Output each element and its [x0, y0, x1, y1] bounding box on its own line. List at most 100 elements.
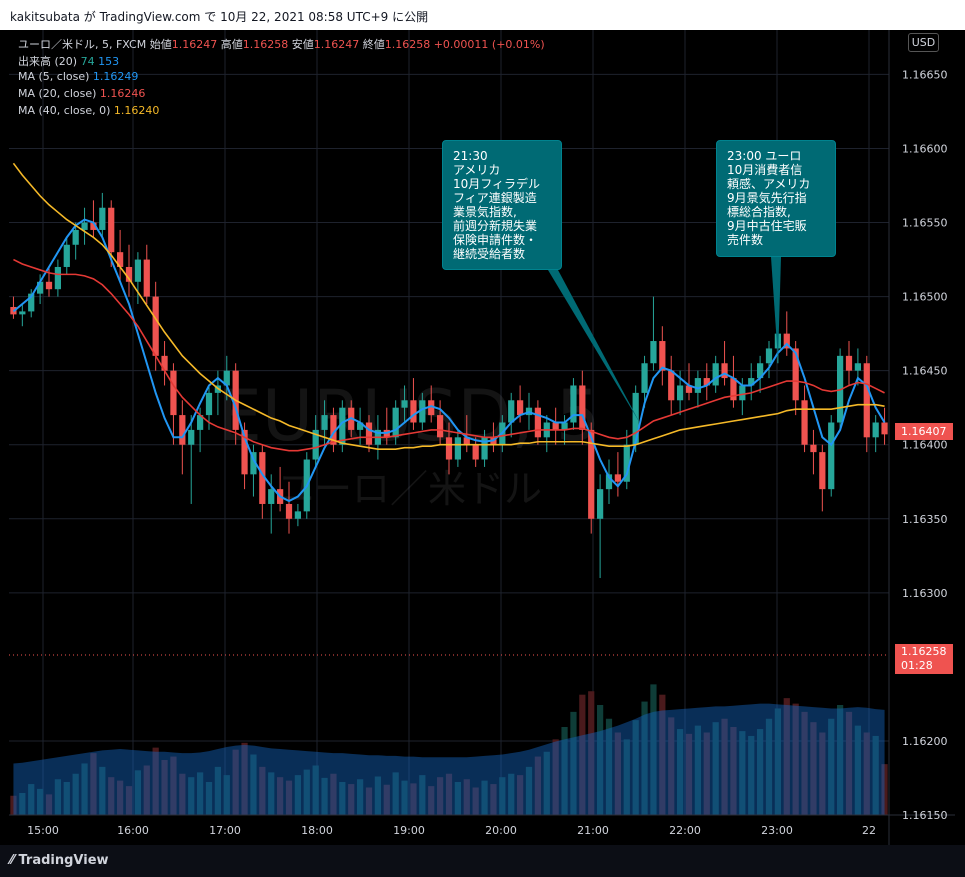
legend-ma20-value: 1.16246: [99, 87, 146, 100]
legend-low-label: 安値: [291, 38, 314, 51]
legend-close-value: 1.16258: [384, 38, 431, 51]
callout-line: 頼感、アメリカ: [727, 177, 811, 191]
volume-bar: [543, 751, 550, 815]
legend-change: +0.00011 (+0.01%): [433, 38, 545, 51]
candle-body: [570, 385, 577, 423]
candle-body: [365, 422, 373, 445]
callout-pointer-2130: [548, 270, 641, 425]
legend-close-label: 終値: [362, 38, 385, 51]
y-tick-label: 1.16450: [902, 365, 948, 378]
volume-bar: [819, 732, 826, 815]
volume-bar: [810, 722, 817, 815]
price-chart[interactable]: EURUSD, 5ユーロ／米ドル1.166501.166001.165501.1…: [9, 30, 955, 845]
x-tick-label: 19:00: [393, 824, 425, 837]
volume-bar: [597, 705, 604, 815]
volume-bar: [765, 718, 773, 815]
candle-body: [828, 422, 835, 490]
candle-body: [339, 407, 346, 445]
tradingview-logo[interactable]: ⁄⁄ TradingView: [10, 853, 109, 868]
legend-volume-label: 出来高 (20): [18, 55, 78, 68]
candle-body: [605, 474, 613, 490]
candle-body: [19, 311, 26, 315]
volume-bar: [463, 779, 470, 815]
volume-bar: [99, 766, 106, 815]
candle-body: [739, 385, 746, 401]
candle-body: [845, 355, 853, 371]
candle-body: [445, 437, 453, 460]
candle-body: [205, 392, 213, 416]
bar-countdown: 01:28: [901, 659, 933, 672]
candle-body: [188, 429, 195, 445]
candle-body: [170, 370, 177, 416]
legend-ma40-row[interactable]: MA (40, close, 0) 1.16240: [18, 104, 159, 117]
candle-body: [685, 385, 693, 393]
legend-ma20-row[interactable]: MA (20, close) 1.16246: [18, 87, 145, 100]
volume-bar: [117, 780, 124, 815]
volume-bar: [730, 727, 737, 815]
candle-body: [54, 266, 61, 290]
candle-body: [410, 400, 417, 423]
volume-bar: [321, 777, 328, 815]
volume-bar: [72, 773, 79, 815]
volume-bar: [694, 725, 701, 815]
volume-bar: [410, 783, 417, 815]
legend-volume-ma: 153: [98, 55, 120, 68]
callout-pointer-2300: [771, 257, 781, 360]
legend-volume-row[interactable]: 出来高 (20) 74 153: [18, 53, 119, 69]
volume-bar: [712, 722, 719, 815]
candle-body: [801, 400, 808, 445]
volume-bar: [668, 717, 675, 815]
candle-body: [757, 363, 764, 379]
volume-bar: [801, 711, 808, 815]
volume-bar: [534, 756, 541, 815]
volume-bar: [792, 703, 799, 815]
candle-body: [481, 437, 488, 460]
volume-bar: [152, 747, 159, 815]
y-tick-label: 1.16500: [902, 291, 948, 304]
callout-line: 9月中古住宅販: [727, 219, 807, 233]
volume-bar: [579, 694, 586, 815]
ma40-line: [12, 162, 885, 450]
candle-body: [561, 422, 568, 430]
volume-bar: [268, 772, 275, 815]
candle-body: [197, 415, 204, 430]
volume-bar: [614, 732, 621, 815]
candle-body: [694, 378, 701, 393]
volume-bar: [437, 777, 444, 815]
candle-body: [650, 341, 657, 364]
callout-line: 23:00 ユーロ: [727, 149, 802, 163]
candle-body: [668, 370, 675, 401]
x-tick-label: 18:00: [301, 824, 333, 837]
volume-bar: [374, 776, 381, 815]
volume-bar: [214, 766, 221, 815]
news-callout-2300[interactable]: 23:00 ユーロ 10月消費者信 頼感、アメリカ 9月景気先行指 標総合指数, 9月中古…: [716, 140, 836, 257]
legend-ma5-row[interactable]: MA (5, close) 1.16249: [18, 70, 138, 83]
volume-bar: [108, 777, 115, 815]
candle-body: [357, 422, 364, 430]
callout-line: 9月景気先行指: [727, 191, 807, 205]
volume-bar: [241, 742, 248, 815]
legend-ma40-value: 1.16240: [113, 104, 160, 117]
callout-line: アメリカ: [453, 163, 501, 177]
currency-button[interactable]: USD: [908, 33, 939, 52]
publish-header: kakitsubata が TradingView.com で 10月 22, …: [0, 0, 965, 30]
current-price-tag: 1.16258 01:28: [895, 644, 953, 674]
volume-bar: [170, 756, 177, 815]
x-tick-label: 20:00: [485, 824, 517, 837]
volume-bar: [285, 780, 293, 815]
callout-line: 10月フィラデル: [453, 177, 541, 191]
candle-body: [783, 333, 790, 349]
volume-bar: [721, 718, 728, 815]
legend-high-value: 1.16258: [242, 38, 289, 51]
callout-line: 21:30: [453, 149, 488, 163]
legend-symbol[interactable]: ユーロ／米ドル, 5, FXCM: [18, 38, 147, 51]
volume-bar: [134, 770, 141, 815]
candle-body: [134, 259, 141, 282]
candle-body: [285, 503, 293, 519]
candle-body: [419, 400, 426, 423]
candle-body: [37, 281, 44, 294]
news-callout-2130[interactable]: 21:30 アメリカ 10月フィラデル フィア連銀製造 業景気指数, 前週分新規失業 保険申…: [442, 140, 562, 270]
volume-bar: [312, 765, 319, 815]
candle-body: [508, 400, 515, 423]
volume-bar: [605, 718, 613, 815]
